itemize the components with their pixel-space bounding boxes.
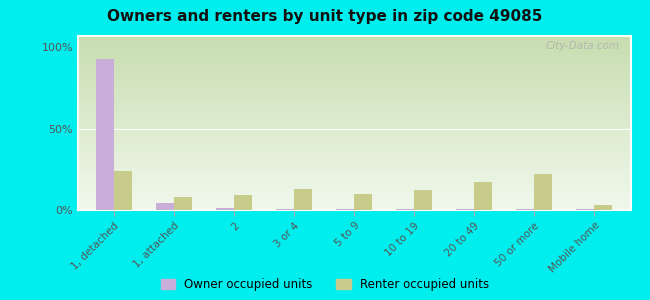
Bar <box>516 209 534 210</box>
Bar <box>474 182 493 210</box>
Legend: Owner occupied units, Renter occupied units: Owner occupied units, Renter occupied un… <box>161 278 489 291</box>
Bar <box>114 171 132 210</box>
Bar <box>216 208 234 210</box>
Bar <box>414 190 432 210</box>
Bar <box>396 209 414 210</box>
Bar <box>174 197 192 210</box>
Bar <box>577 209 595 210</box>
Bar <box>234 195 252 210</box>
Bar <box>156 203 174 210</box>
Bar <box>336 209 354 210</box>
Bar <box>276 209 294 210</box>
Bar <box>456 209 474 210</box>
Bar <box>96 59 114 210</box>
Text: Owners and renters by unit type in zip code 49085: Owners and renters by unit type in zip c… <box>107 9 543 24</box>
Text: City-Data.com: City-Data.com <box>545 41 619 51</box>
Bar <box>534 174 552 210</box>
Bar <box>354 194 372 210</box>
Bar <box>294 189 312 210</box>
Bar <box>595 205 612 210</box>
